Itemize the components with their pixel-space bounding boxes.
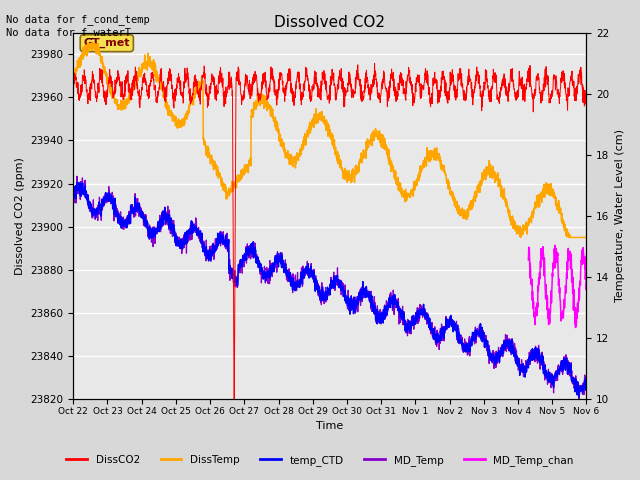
Title: Dissolved CO2: Dissolved CO2 [275, 15, 385, 30]
X-axis label: Time: Time [316, 421, 344, 432]
Text: No data for f_cond_temp
No data for f_waterT: No data for f_cond_temp No data for f_wa… [6, 14, 150, 38]
Y-axis label: Dissolved CO2 (ppm): Dissolved CO2 (ppm) [15, 157, 25, 275]
Legend: DissCO2, DissTemp, temp_CTD, MD_Temp, MD_Temp_chan: DissCO2, DissTemp, temp_CTD, MD_Temp, MD… [62, 451, 578, 470]
Text: GT_met: GT_met [84, 38, 130, 48]
Y-axis label: Temperature, Water Level (cm): Temperature, Water Level (cm) [615, 130, 625, 302]
